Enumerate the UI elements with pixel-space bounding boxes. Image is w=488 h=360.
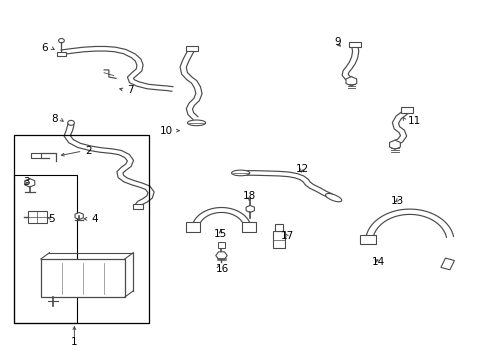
Ellipse shape	[231, 170, 249, 176]
Bar	[274, 224, 283, 231]
Ellipse shape	[187, 120, 205, 126]
Bar	[31, 153, 41, 158]
Bar	[41, 259, 124, 297]
Bar	[185, 46, 197, 51]
Polygon shape	[75, 212, 83, 220]
Bar	[15, 135, 148, 323]
Text: 18: 18	[242, 191, 255, 201]
Text: 8: 8	[51, 114, 58, 124]
Text: 12: 12	[295, 165, 308, 174]
Text: 17: 17	[281, 231, 294, 242]
Bar	[273, 231, 284, 248]
Text: 5: 5	[48, 214, 55, 224]
Bar	[57, 51, 65, 56]
Text: 7: 7	[127, 85, 133, 95]
Ellipse shape	[325, 193, 341, 202]
Text: 2: 2	[85, 146, 92, 156]
Bar	[360, 235, 375, 244]
Bar	[15, 175, 77, 323]
Bar	[185, 222, 200, 231]
Text: 13: 13	[390, 196, 404, 206]
Polygon shape	[245, 206, 254, 212]
Text: 3: 3	[23, 177, 30, 187]
Polygon shape	[25, 179, 35, 187]
Bar	[242, 222, 256, 231]
Polygon shape	[389, 140, 400, 149]
Text: 11: 11	[407, 116, 420, 126]
Text: 4: 4	[91, 214, 98, 224]
Bar	[133, 204, 142, 209]
Text: 15: 15	[213, 229, 227, 239]
Bar	[217, 242, 225, 248]
Bar	[401, 107, 412, 113]
Bar	[28, 211, 47, 224]
Polygon shape	[215, 252, 227, 259]
Bar	[348, 42, 360, 48]
Text: 6: 6	[41, 43, 48, 53]
Bar	[440, 258, 453, 270]
Text: 9: 9	[334, 37, 341, 47]
Text: 1: 1	[71, 337, 78, 347]
Text: 14: 14	[371, 257, 384, 267]
Polygon shape	[346, 77, 356, 86]
Text: 10: 10	[159, 126, 172, 136]
Text: 16: 16	[215, 264, 228, 274]
